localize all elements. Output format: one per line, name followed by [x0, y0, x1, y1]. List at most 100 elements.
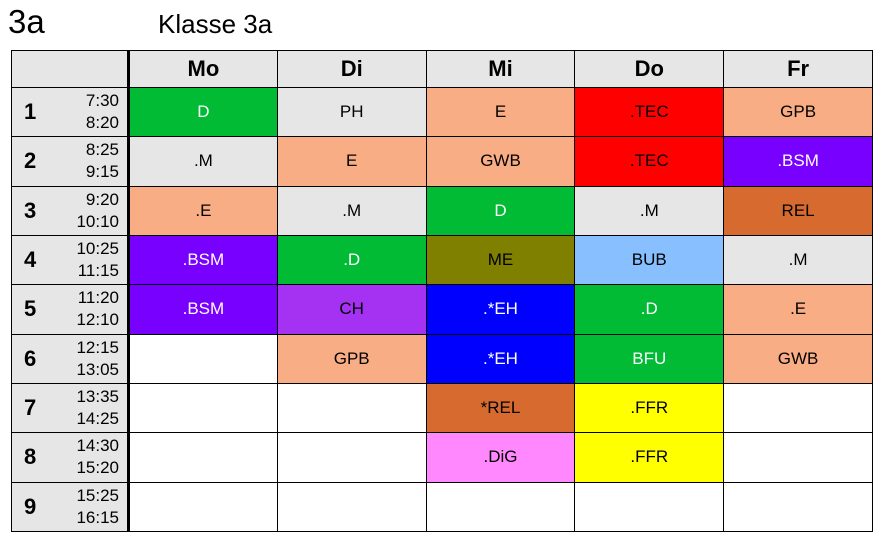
period-number: 5	[24, 296, 37, 322]
period-row: 7 13:35 14:25 *REL .FFR	[11, 382, 873, 434]
period-end-time: 12:10	[76, 310, 119, 330]
period-row: 8 14:30 15:20 .DiG .FFR	[11, 432, 873, 483]
lesson-cell: GPB	[723, 86, 873, 138]
period-end-time: 8:20	[85, 113, 119, 132]
period-number: 8	[24, 444, 37, 470]
period-row: 9 15:25 16:15	[11, 481, 873, 533]
lesson-cell: PH	[276, 86, 427, 138]
lesson-cell	[574, 481, 725, 533]
lesson-cell	[723, 432, 873, 483]
lesson-cell: BUB	[574, 234, 725, 286]
period-number: 3	[24, 197, 37, 223]
lesson-cell	[127, 333, 278, 384]
period-slot: 8 14:30 15:20	[11, 432, 129, 483]
period-slot: 5 11:20 12:10	[11, 284, 129, 335]
period-times: 9:20 10:10	[76, 189, 119, 233]
period-start-time: 10:25	[76, 238, 119, 258]
lesson-cell: CH	[276, 284, 427, 335]
period-times: 10:25 11:15	[76, 238, 119, 282]
lesson-cell: GPB	[276, 333, 427, 384]
lesson-cell: .E	[723, 284, 873, 335]
corner-cell	[11, 50, 129, 88]
period-row: 4 10:25 11:15 .BSM .D ME BUB .M	[11, 234, 873, 286]
period-number: 6	[24, 345, 37, 371]
lesson-cell	[723, 481, 873, 533]
lesson-cell: .FFR	[574, 382, 725, 434]
lesson-cell	[127, 382, 278, 434]
period-start-time: 8:25	[85, 140, 119, 160]
lesson-cell: .*EH	[425, 333, 576, 384]
class-code: 3a	[8, 3, 45, 40]
period-number: 9	[24, 493, 37, 519]
period-end-time: 10:10	[76, 211, 119, 231]
lesson-cell: E	[425, 86, 576, 138]
period-end-time: 11:15	[77, 260, 119, 280]
lesson-cell: *REL	[425, 382, 576, 434]
lesson-cell: .TEC	[574, 86, 725, 138]
day-header-mo: Mo	[127, 50, 278, 88]
period-start-time: 14:30	[76, 436, 119, 456]
period-slot: 7 13:35 14:25	[11, 382, 129, 434]
lesson-cell: .*EH	[425, 284, 576, 335]
period-end-time: 13:05	[76, 359, 119, 379]
period-times: 15:25 16:15	[76, 485, 119, 529]
period-row: 1 7:30 8:20 D PH E .TEC GPB	[11, 86, 873, 138]
lesson-cell: GWB	[425, 136, 576, 187]
lesson-cell: .M	[723, 234, 873, 286]
day-header-mi: Mi	[425, 50, 576, 88]
lesson-cell	[276, 481, 427, 533]
period-slot: 1 7:30 8:20	[11, 86, 129, 138]
lesson-cell	[276, 382, 427, 434]
period-start-time: 13:35	[76, 386, 119, 406]
period-number: 7	[24, 394, 37, 420]
period-times: 12:15 13:05	[76, 337, 119, 381]
day-header-row: Mo Di Mi Do Fr	[11, 50, 873, 88]
lesson-cell: .D	[574, 284, 725, 335]
period-row: 2 8:25 9:15 .M E GWB .TEC .BSM	[11, 136, 873, 187]
lesson-cell: GWB	[723, 333, 873, 384]
lesson-cell: .M	[276, 185, 427, 236]
period-end-time: 15:20	[76, 458, 119, 478]
period-times: 8:25 9:15	[86, 139, 119, 183]
lesson-cell	[276, 432, 427, 483]
period-start-time: 15:25	[76, 485, 119, 505]
period-times: 14:30 15:20	[76, 435, 119, 479]
lesson-cell: .FFR	[574, 432, 725, 483]
lesson-cell: .DiG	[425, 432, 576, 483]
lesson-cell: D	[127, 86, 278, 138]
lesson-cell: D	[425, 185, 576, 236]
period-number: 4	[24, 246, 37, 272]
period-row: 6 12:15 13:05 GPB .*EH BFU GWB	[11, 333, 873, 384]
period-slot: 4 10:25 11:15	[11, 234, 129, 286]
period-times: 7:30 8:20	[86, 90, 119, 134]
lesson-cell: REL	[723, 185, 873, 236]
period-start-time: 11:20	[77, 288, 119, 308]
period-number: 2	[24, 148, 37, 174]
lesson-cell	[425, 481, 576, 533]
period-slot: 9 15:25 16:15	[11, 481, 129, 533]
period-slot: 2 8:25 9:15	[11, 136, 129, 187]
lesson-cell: .BSM	[127, 284, 278, 335]
period-start-time: 9:20	[85, 189, 119, 209]
lesson-cell: ME	[425, 234, 576, 286]
period-times: 11:20 12:10	[76, 287, 119, 331]
lesson-cell	[723, 382, 873, 434]
period-slot: 6 12:15 13:05	[11, 333, 129, 384]
day-header-fr: Fr	[723, 50, 873, 88]
period-times: 13:35 14:25	[76, 386, 119, 430]
lesson-cell: .M	[127, 136, 278, 187]
lesson-cell: .M	[574, 185, 725, 236]
period-end-time: 16:15	[76, 507, 119, 527]
lesson-cell: .D	[276, 234, 427, 286]
period-end-time: 14:25	[76, 408, 119, 428]
timetable: Mo Di Mi Do Fr 1 7:30 8:20 D PH E .TEC GPB 2 8:25…	[11, 50, 873, 533]
lesson-cell: .BSM	[127, 234, 278, 286]
period-row: 5 11:20 12:10 .BSM CH .*EH .D .E	[11, 284, 873, 335]
period-end-time: 9:15	[85, 162, 119, 182]
lesson-cell	[127, 432, 278, 483]
period-slot: 3 9:20 10:10	[11, 185, 129, 236]
day-header-di: Di	[276, 50, 427, 88]
lesson-cell: E	[276, 136, 427, 187]
lesson-cell: BFU	[574, 333, 725, 384]
day-header-do: Do	[574, 50, 725, 88]
